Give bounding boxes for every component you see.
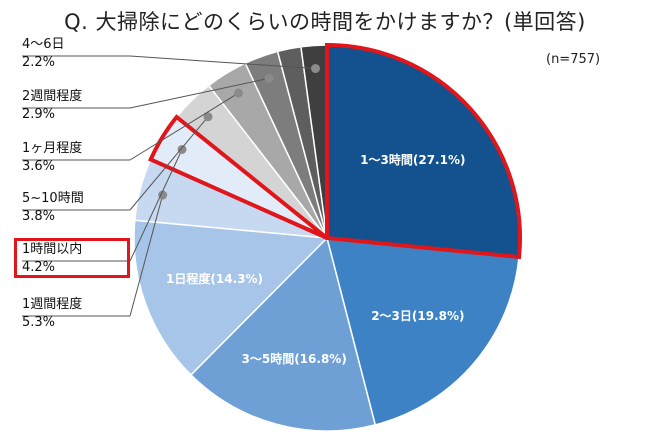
leader-dot-5 <box>177 144 187 154</box>
slice-inner-label-1: 2～3日(19.8%) <box>371 309 464 323</box>
leader-dot-7 <box>233 88 243 98</box>
leader-dot-8 <box>264 73 274 83</box>
pie-slice-1 <box>326 237 520 426</box>
outer-label-1-month: 1ヶ月程度 3.6% <box>22 141 83 174</box>
outer-label-4-6-days: 4～6日 2.2% <box>22 37 65 70</box>
pie-slice-2 <box>189 236 377 432</box>
slice-inner-label-0: 1～3時間(27.1%) <box>360 152 465 167</box>
leader-dot-10 <box>311 64 321 74</box>
leader-line-5 <box>129 149 183 262</box>
outer-label-2-weeks: 2週間程度 2.9% <box>22 89 83 122</box>
leader-dot-6 <box>203 112 213 122</box>
leader-line-10 <box>129 55 316 70</box>
pie-slice-3 <box>133 219 329 376</box>
leader-line-6 <box>129 116 209 211</box>
slice-highlight-0 <box>325 42 522 260</box>
slice-highlight-5 <box>148 114 329 240</box>
leader-dot-4 <box>158 190 168 200</box>
slice-inner-label-3: 1日程度(14.3%) <box>166 271 263 286</box>
outer-label-5-10-hours: 5~10時間 3.8% <box>22 191 84 224</box>
outer-label-1-week: 1週間程度 5.3% <box>22 297 83 330</box>
slice-inner-label-2: 3～5時間(16.8%) <box>242 351 347 366</box>
leader-line-7 <box>129 92 239 161</box>
outer-label-within-1-hour: 1時間以内 4.2% <box>22 242 83 275</box>
sample-size-label: (n=757) <box>546 52 601 67</box>
chart-title: Q. 大掃除にどのくらいの時間をかけますか？(単回答) <box>64 10 586 34</box>
leader-line-8 <box>129 77 270 109</box>
leader-line-4 <box>129 194 164 317</box>
highlight-box-within-1-hour <box>14 238 130 278</box>
pie-slice-0 <box>326 44 521 258</box>
